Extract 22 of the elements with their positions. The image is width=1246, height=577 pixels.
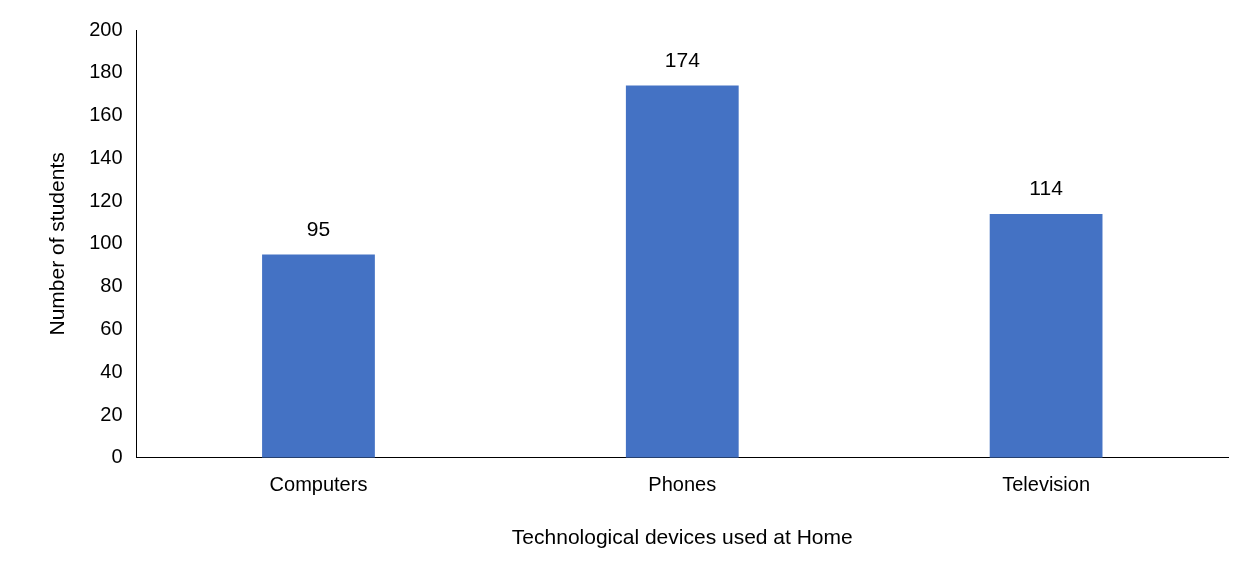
y-tick-label: 120 xyxy=(89,188,123,211)
bar xyxy=(262,254,375,458)
y-tick-label: 200 xyxy=(89,17,123,40)
y-tick-label: 160 xyxy=(89,103,123,126)
y-tick-label: 0 xyxy=(111,445,123,468)
x-tick-label: Television xyxy=(1002,473,1091,496)
y-tick-label: 60 xyxy=(100,316,123,339)
y-tick-label: 100 xyxy=(89,231,123,254)
y-tick-label: 140 xyxy=(89,145,123,168)
y-tick-label: 20 xyxy=(100,402,123,425)
x-axis-title: Technological devices used at Home xyxy=(511,525,853,549)
y-tick-label: 40 xyxy=(100,359,123,382)
x-tick-label: Phones xyxy=(648,473,717,496)
data-label: 174 xyxy=(664,47,701,71)
y-tick-label: 180 xyxy=(89,60,123,83)
x-tick-label: Computers xyxy=(269,473,368,496)
y-axis-title: Number of students xyxy=(45,152,69,336)
data-label: 95 xyxy=(306,216,331,240)
bar xyxy=(625,85,739,458)
data-label: 114 xyxy=(1029,176,1064,200)
y-tick-label: 80 xyxy=(100,274,123,297)
bar xyxy=(989,213,1103,458)
